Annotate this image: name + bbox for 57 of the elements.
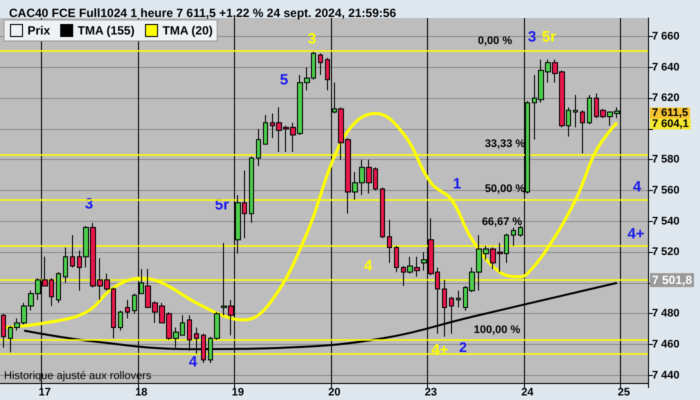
candlestick	[511, 226, 516, 246]
annotation: 66,67 %	[482, 216, 522, 228]
candlestick	[125, 299, 130, 319]
y-tick-label: 7 540	[652, 215, 680, 228]
candlestick	[387, 219, 392, 264]
candlestick	[449, 296, 454, 334]
annotation: 4	[188, 354, 198, 370]
annotation: 4	[364, 258, 373, 274]
x-tick-label: 24	[521, 386, 534, 398]
candlestick	[394, 245, 399, 273]
x-tick-label: 20	[328, 386, 340, 398]
y-tick-label: 7 640	[652, 61, 680, 74]
annotation: 1	[452, 176, 462, 192]
annotation: 0,00 %	[478, 35, 512, 47]
y-tick-label: 7 580	[652, 154, 680, 166]
candlestick	[573, 94, 578, 128]
x-tick-label: 17	[38, 386, 51, 398]
candlestick	[63, 246, 68, 284]
candlestick	[56, 272, 61, 304]
y-tick-label: 7 660	[652, 30, 680, 42]
x-tick-label: 19	[232, 386, 244, 398]
candlestick	[456, 290, 461, 308]
ref-line-label: 7 501,8	[652, 273, 692, 288]
legend-label: TMA (155)	[78, 24, 135, 38]
annotation: 5r	[542, 28, 556, 46]
y-tick-label: 7 440	[652, 369, 680, 382]
text: 7 611,5	[652, 107, 688, 119]
candlestick	[256, 128, 261, 166]
candlestick	[587, 94, 592, 125]
y-tick-label: 7 460	[652, 338, 680, 350]
x-tick-label: 23	[424, 386, 437, 398]
annotation: 4+	[431, 342, 449, 358]
candlestick	[118, 310, 123, 332]
candlestick	[70, 234, 75, 268]
y-tick-label: 7 520	[652, 246, 680, 258]
candlestick	[580, 110, 585, 154]
annotation: 3	[528, 28, 536, 46]
candlestick	[249, 156, 254, 224]
y-tick-label: 7 480	[652, 308, 680, 320]
x-tick-label: 25	[618, 386, 630, 398]
annotation: 4+	[627, 226, 645, 242]
candlestick	[318, 52, 323, 76]
text: 7 604,1	[652, 118, 689, 130]
annotation: 5	[280, 72, 288, 88]
annotation: 4	[632, 178, 642, 196]
candlestick	[380, 186, 385, 239]
y-tick-label: 7 620	[652, 92, 680, 104]
annotation: 100,00 %	[474, 324, 520, 336]
x-tick-label: 18	[135, 386, 148, 398]
y-tick-label: 7 560	[652, 184, 680, 196]
annotation: 2	[459, 339, 468, 355]
candlestick	[1, 313, 6, 348]
annotation: 3	[308, 30, 316, 48]
legend-label: Prix	[28, 24, 51, 38]
chart-title: CAC40 FCE Full1024 1 heure 7 611,5 +1,22 % 24 sept. 2024, 21:59:56	[9, 6, 397, 20]
candlestick	[263, 114, 268, 145]
legend-label: TMA (20)	[162, 24, 213, 38]
